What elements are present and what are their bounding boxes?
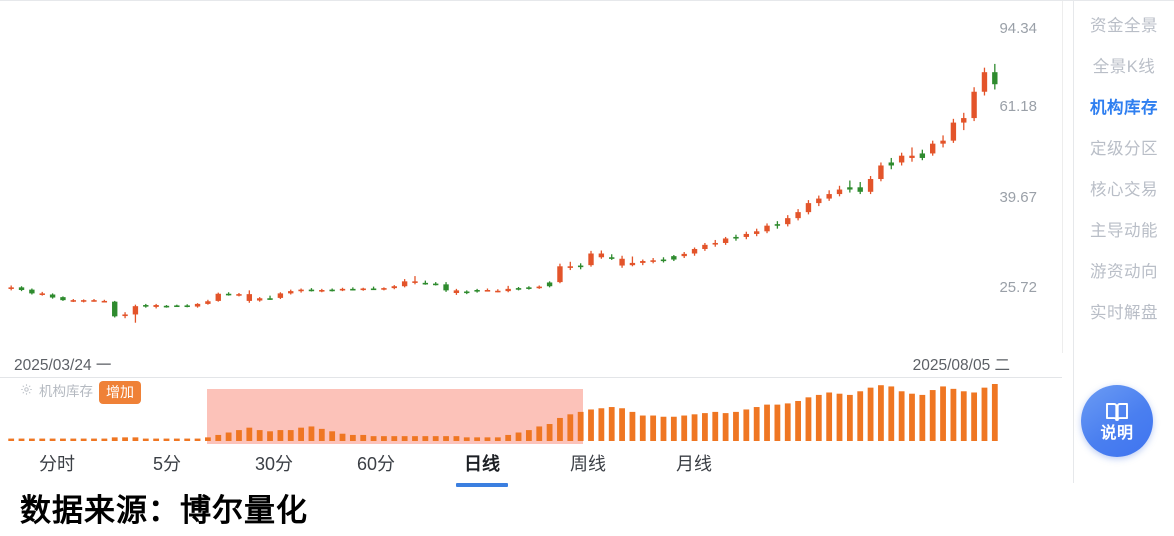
indicator-legend[interactable]: 机构库存 增加: [20, 380, 141, 404]
tab-6[interactable]: 月线: [676, 454, 712, 474]
tab-1[interactable]: 5分: [152, 454, 181, 474]
indicator-name-label: 机构库存: [39, 384, 93, 400]
sidebar-item-5[interactable]: 主导动能: [1090, 222, 1158, 240]
sidebar-item-1[interactable]: 全景K线: [1092, 58, 1156, 76]
sidebar-item-3[interactable]: 定级分区: [1090, 140, 1158, 158]
status-badge: 增加: [99, 380, 141, 404]
price-tick-label-1: 61.18: [999, 98, 1037, 115]
axis-divider: [1062, 1, 1063, 353]
book-icon: [1104, 401, 1130, 423]
help-button[interactable]: 说明: [1081, 385, 1153, 457]
price-tick-label-2: 39.67: [999, 189, 1037, 206]
start-date-label: 2025/03/24 一: [14, 357, 112, 374]
candlestick-series: [8, 63, 998, 323]
date-axis: 2025/03/24 一 2025/08/05 二: [0, 353, 1062, 378]
sidebar-item-4[interactable]: 核心交易: [1090, 181, 1158, 199]
price-tick-label-0: 94.34: [999, 20, 1037, 37]
tab-0[interactable]: 分时: [39, 454, 75, 474]
source-caption: 数据来源：博尔量化: [20, 493, 308, 529]
tab-2[interactable]: 30分: [254, 454, 294, 474]
sidebar-item-7[interactable]: 实时解盘: [1090, 304, 1158, 322]
sidebar-item-6[interactable]: 游资动向: [1090, 263, 1158, 281]
gear-icon[interactable]: [20, 383, 33, 401]
tab-3[interactable]: 60分: [356, 454, 396, 474]
volume-bar-series: [8, 384, 998, 441]
tab-4[interactable]: 日线: [456, 455, 508, 473]
sidebar-item-0[interactable]: 资金全景: [1090, 17, 1158, 35]
tab-5[interactable]: 周线: [570, 454, 606, 474]
indicator-subchart[interactable]: 机构库存 增加: [0, 379, 1062, 444]
candlestick-chart-area[interactable]: 94.34 61.18 39.67 25.72: [0, 1, 1073, 353]
end-date-label: 2025/08/05 二: [912, 357, 1010, 374]
sidebar-item-2[interactable]: 机构库存: [1090, 99, 1158, 117]
help-button-label: 说明: [1100, 424, 1134, 442]
price-tick-label-3: 25.72: [999, 279, 1037, 296]
chart-panel: 94.34 61.18 39.67 25.72 2025/03/24 一 2025/0…: [0, 0, 1073, 483]
period-tab-bar[interactable]: 分时 5分 30分 60分 日线 周线 月线: [0, 444, 1062, 484]
